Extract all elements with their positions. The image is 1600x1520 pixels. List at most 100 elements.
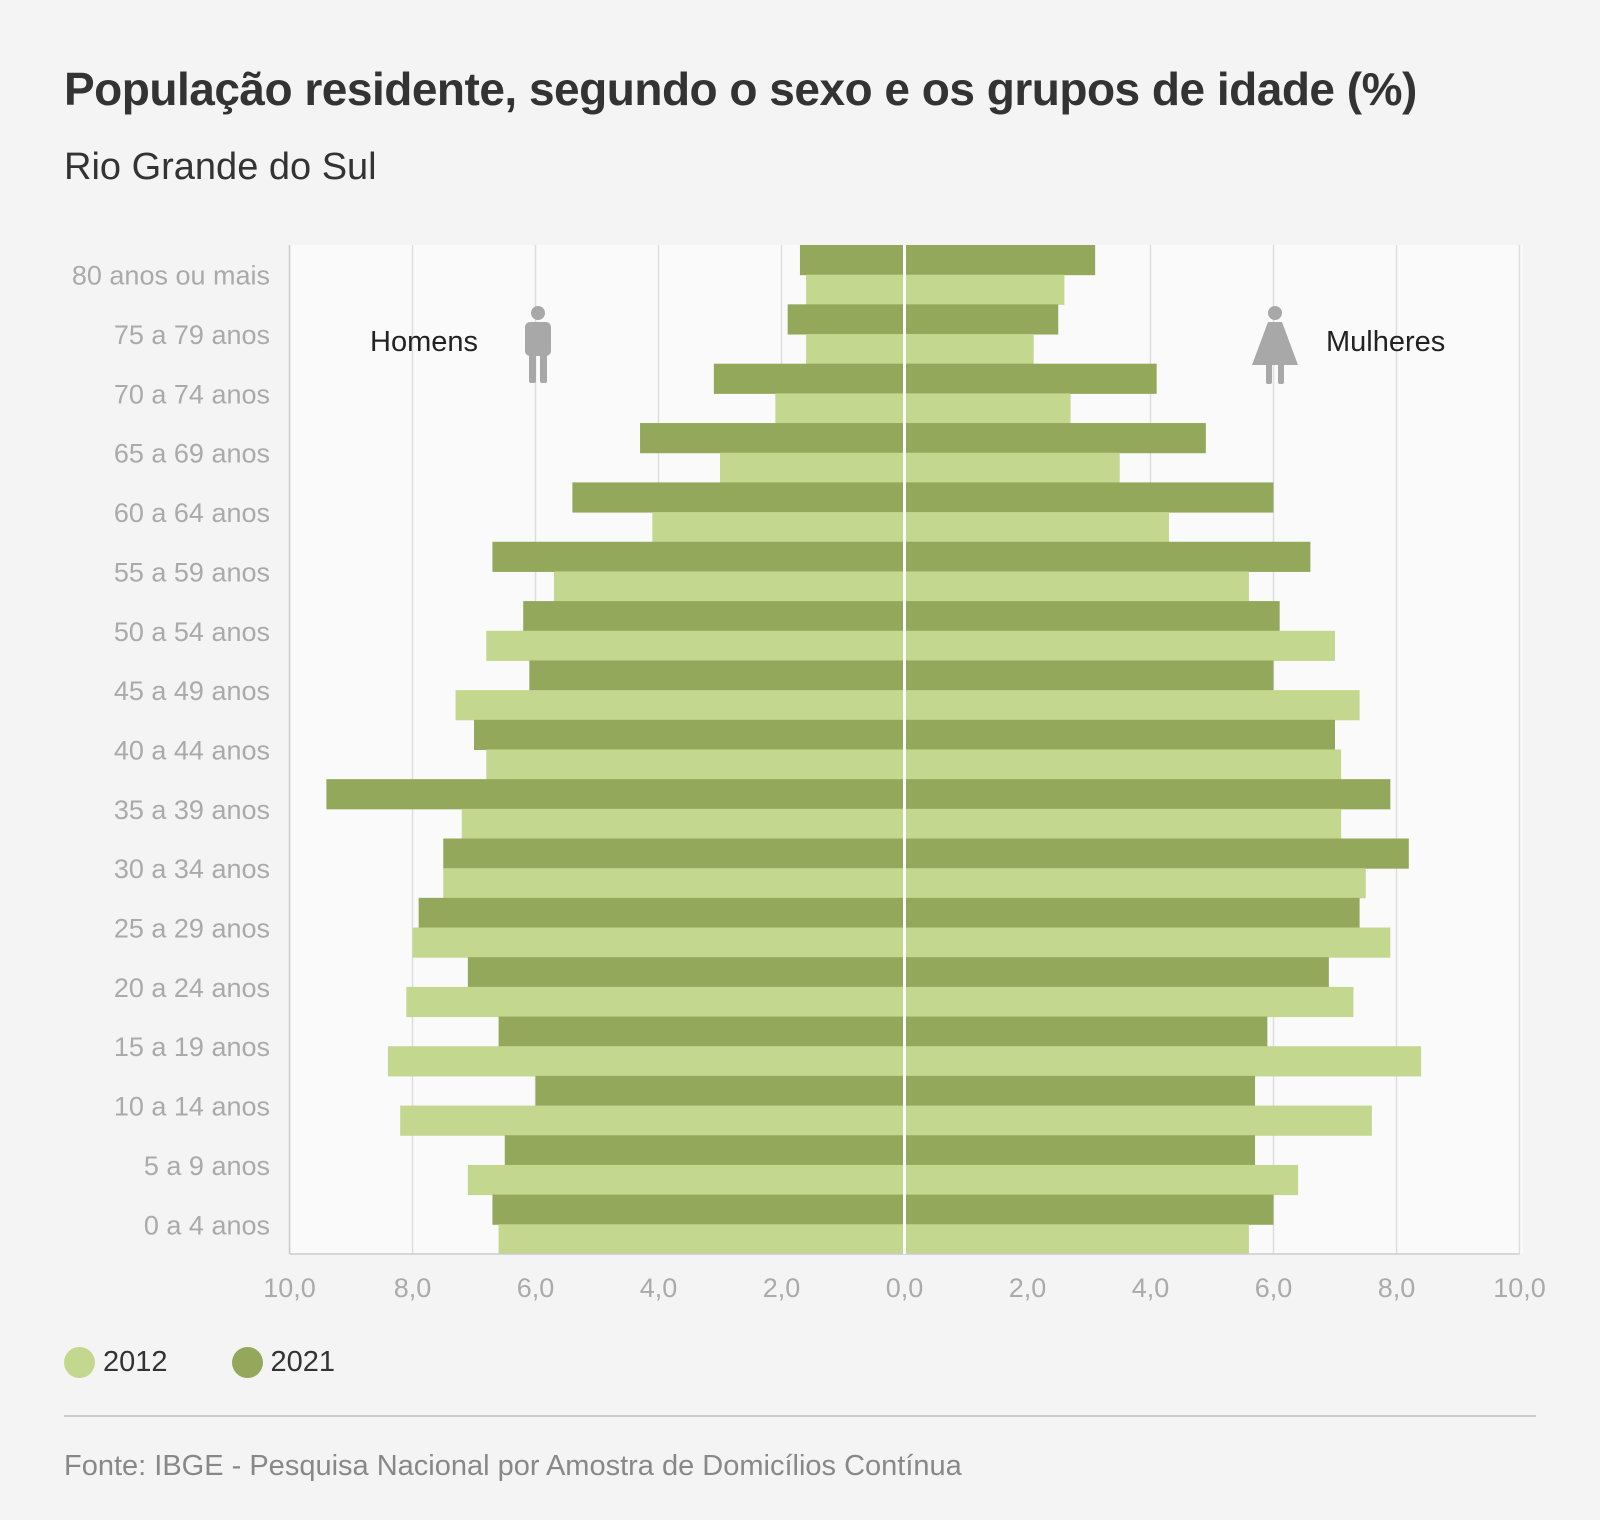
category-label: 45 a 49 anos — [114, 676, 270, 706]
bar-women-2021 — [904, 719, 1335, 750]
bar-men-2012 — [720, 452, 905, 483]
axes — [288, 245, 1520, 1255]
category-label: 20 a 24 anos — [114, 973, 270, 1003]
bar-men-2012 — [806, 334, 905, 365]
bar-men-2021 — [799, 245, 905, 276]
bar-women-2012 — [904, 749, 1342, 780]
bar-women-2021 — [904, 660, 1274, 691]
bar-men-2021 — [787, 304, 905, 335]
chart-subtitle: Rio Grande do Sul — [64, 146, 377, 188]
bar-women-2021 — [904, 779, 1391, 810]
bar-women-2021 — [904, 601, 1280, 632]
bar-women-2021 — [904, 482, 1274, 513]
bar-women-2012 — [904, 452, 1120, 483]
x-tick-label: 10,0 — [1493, 1273, 1546, 1303]
legend-swatch-2012 — [64, 1347, 95, 1378]
category-labels: 80 anos ou mais 75 a 79 anos 70 a 74 anos 6… — [72, 261, 270, 1241]
bar-women-2012 — [904, 334, 1034, 365]
bar-women-2021 — [904, 1016, 1268, 1047]
legend-label-2012: 2012 — [103, 1346, 168, 1378]
bar-men-2012 — [387, 1046, 905, 1077]
legend-swatch-2021 — [231, 1347, 263, 1378]
bar-women-2021 — [904, 245, 1096, 276]
bar-men-2012 — [486, 749, 905, 780]
bar-men-2012 — [806, 274, 905, 305]
bar-women-2021 — [904, 423, 1206, 454]
legend: 2012 2021 — [64, 1346, 399, 1379]
legend-label-2021: 2021 — [270, 1346, 336, 1378]
x-tick-label: 4,0 — [640, 1273, 678, 1303]
bar-men-2021 — [713, 363, 905, 394]
bar-women-2012 — [904, 986, 1354, 1018]
bar-women-2012 — [904, 927, 1391, 958]
bar-women-2012 — [904, 393, 1071, 424]
bar-women-2021 — [904, 838, 1409, 869]
category-label: 55 a 59 anos — [114, 557, 270, 587]
category-label: 70 a 74 anos — [114, 379, 270, 409]
bar-men-2012 — [652, 512, 905, 543]
bar-women-2012 — [904, 1224, 1249, 1255]
category-label: 15 a 19 anos — [114, 1032, 270, 1062]
category-label: 60 a 64 anos — [114, 498, 270, 528]
bar-women-2012 — [904, 690, 1360, 721]
category-label: 0 a 4 anos — [144, 1210, 270, 1240]
bar-women-2021 — [904, 1194, 1274, 1225]
bar-men-2021 — [535, 1075, 905, 1107]
bar-men-2021 — [418, 897, 905, 929]
bar-men-2012 — [455, 690, 905, 721]
bar-men-2021 — [504, 1135, 905, 1166]
category-label: 75 a 79 anos — [114, 320, 270, 350]
x-tick-label: 4,0 — [1132, 1273, 1170, 1303]
bar-men-2021 — [498, 1016, 905, 1047]
x-tick-label: 2,0 — [1009, 1273, 1047, 1303]
man-icon — [525, 306, 551, 383]
bar-men-2021 — [443, 838, 905, 869]
bar-women-2012 — [904, 1046, 1422, 1077]
legend-item-2021: 2021 — [231, 1346, 336, 1379]
bar-men-2012 — [498, 1224, 905, 1255]
bar-men-2012 — [553, 571, 905, 602]
category-label: 10 a 14 anos — [114, 1092, 270, 1122]
category-label: 5 a 9 anos — [144, 1151, 270, 1181]
bar-men-2021 — [326, 779, 905, 810]
bar-men-2012 — [486, 630, 905, 661]
x-tick-label: 8,0 — [394, 1273, 432, 1303]
category-label: 30 a 34 anos — [114, 854, 270, 884]
men-side-label: Homens — [370, 326, 478, 358]
bar-men-2021 — [529, 660, 905, 691]
legend-item-2012: 2012 — [64, 1346, 168, 1379]
category-label: 25 a 29 anos — [114, 914, 270, 944]
x-tick-label: 10,0 — [263, 1273, 316, 1303]
bar-women-2021 — [904, 541, 1311, 572]
bar-women-2021 — [904, 363, 1157, 394]
x-tick-label: 0,0 — [886, 1273, 924, 1303]
source-note: Fonte: IBGE - Pesquisa Nacional por Amos… — [64, 1450, 962, 1482]
bar-men-2012 — [443, 868, 905, 899]
category-label: 35 a 39 anos — [114, 795, 270, 825]
bar-men-2012 — [461, 808, 905, 839]
bar-men-2021 — [474, 719, 905, 750]
bar-men-2021 — [523, 601, 905, 632]
bar-women-2012 — [904, 630, 1335, 661]
x-tick-label: 6,0 — [1255, 1273, 1293, 1303]
bar-women-2012 — [904, 274, 1065, 305]
bar-men-2012 — [467, 1164, 905, 1196]
bar-men-2012 — [406, 986, 905, 1018]
bar-men-2021 — [640, 423, 905, 454]
x-tick-label: 8,0 — [1378, 1273, 1416, 1303]
bars — [326, 245, 1422, 1255]
bar-women-2012 — [904, 512, 1169, 543]
bar-women-2012 — [904, 571, 1249, 602]
bar-women-2012 — [904, 868, 1366, 899]
chart-title: População residente, segundo o sexo e os… — [64, 63, 1417, 115]
bar-men-2021 — [492, 1194, 905, 1225]
bar-women-2021 — [904, 1075, 1256, 1107]
bar-women-2012 — [904, 808, 1342, 839]
bar-men-2012 — [400, 1105, 905, 1136]
woman-icon — [1252, 306, 1298, 384]
x-tick-label: 6,0 — [517, 1273, 555, 1303]
women-side-label: Mulheres — [1326, 326, 1445, 358]
bar-men-2021 — [467, 957, 905, 988]
bar-men-2012 — [775, 393, 905, 424]
bar-women-2021 — [904, 304, 1059, 335]
